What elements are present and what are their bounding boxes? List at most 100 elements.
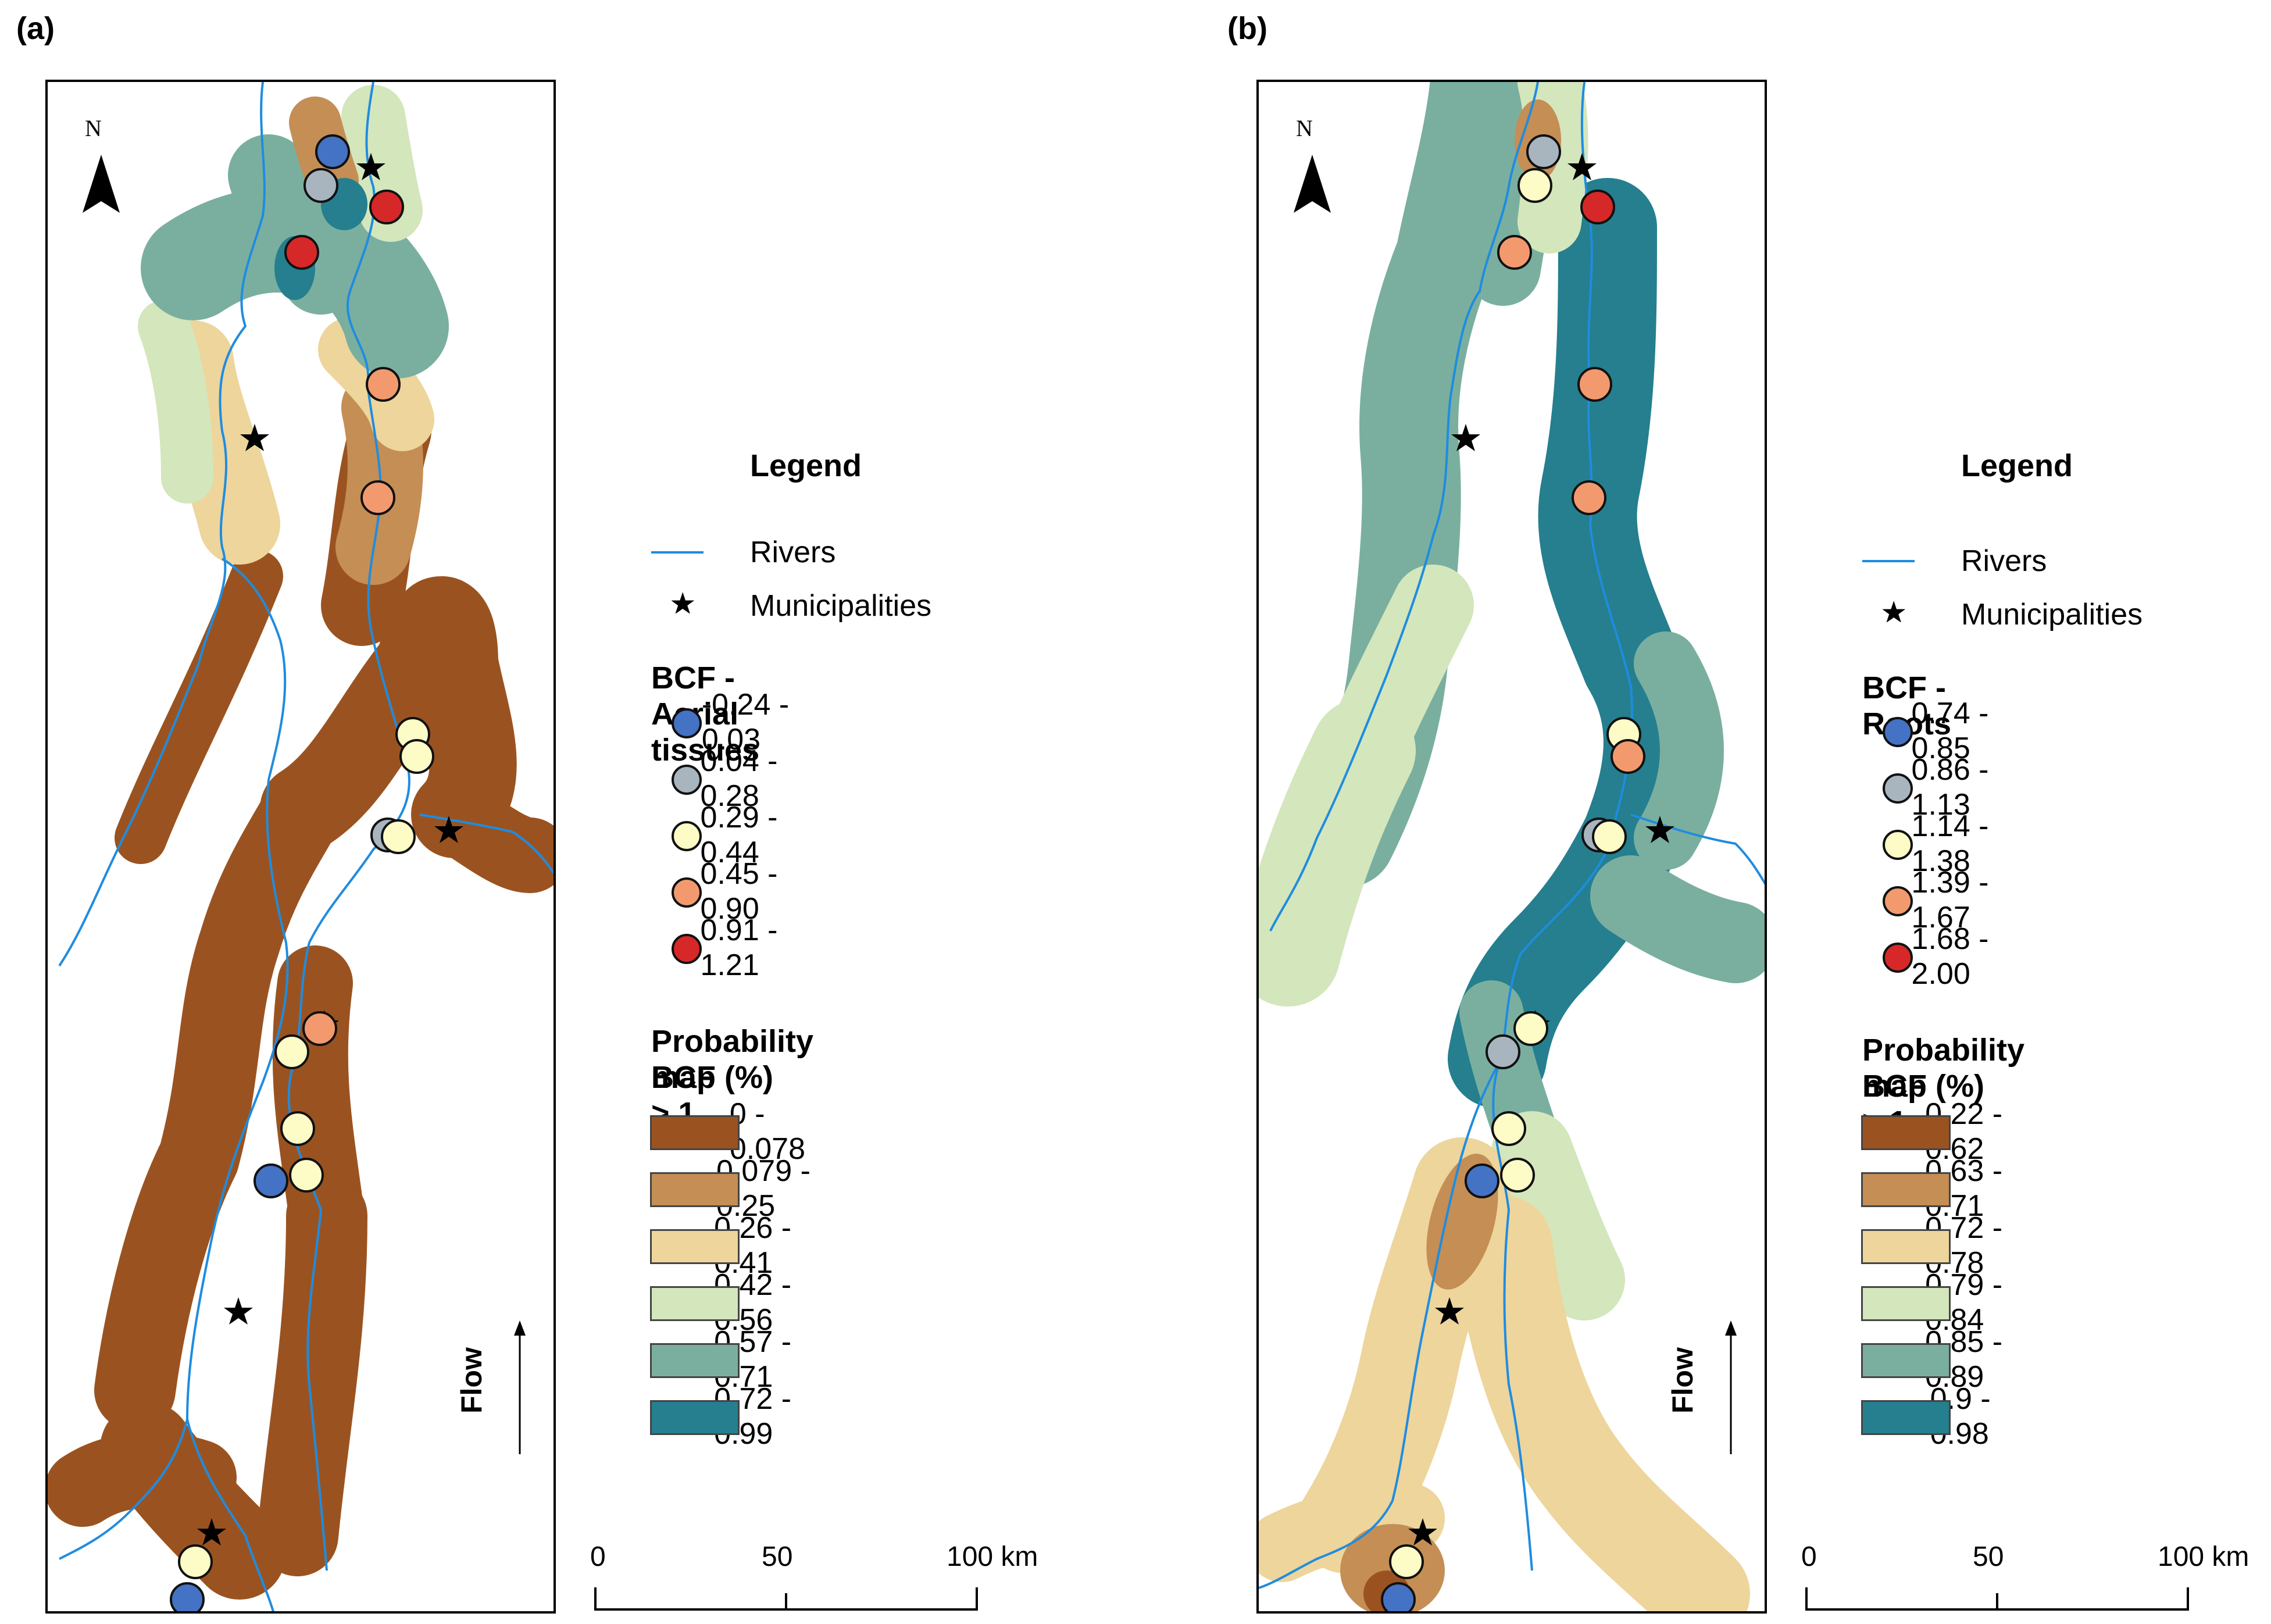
sample-point	[369, 190, 404, 224]
rivers-legend-icon	[1862, 560, 1915, 562]
scale-tick: 50	[762, 1541, 793, 1572]
municipality-star	[224, 1297, 253, 1325]
legend-title: Legend	[750, 448, 862, 483]
map-svg	[1259, 82, 1765, 1611]
buffer-zone-teal	[1590, 855, 1765, 983]
sample-point	[1517, 168, 1552, 203]
buffer-zone-low	[115, 550, 283, 864]
sample-point	[1486, 1034, 1520, 1069]
scale-tick: 0	[1801, 1541, 1817, 1572]
prob-swatch-icon	[650, 1172, 740, 1207]
bcf-class-label: 1.39 - 1.67	[1911, 866, 1989, 934]
sample-point	[284, 235, 319, 270]
prob-class-label: 0 - 0.078	[729, 1097, 806, 1166]
municipality-star	[1567, 153, 1597, 180]
municipality-star	[1408, 1518, 1437, 1546]
prob-class: 0.42 - 0.56	[645, 1268, 809, 1337]
bcf-class-label: 0.86 - 1.13	[1911, 753, 1989, 822]
prob-class: 0.63 - 0.71	[1856, 1154, 2020, 1223]
sample-point	[1465, 1163, 1499, 1198]
scale-bar-icon	[1805, 1587, 2189, 1611]
prob-class: 0.85 - 0.89	[1856, 1325, 2020, 1394]
prob-class: 0.72 - 0.78	[1856, 1211, 2020, 1280]
prob-class: 0 - 0.078	[645, 1097, 826, 1166]
bcf-dot-icon	[672, 934, 702, 964]
map-frame[interactable]: N Flow	[1256, 80, 1767, 1614]
prob-swatch-icon	[650, 1115, 740, 1150]
bcf-dot-icon	[1883, 717, 1913, 747]
bcf-class: 0.04 - 0.28	[645, 744, 791, 813]
prob-swatch-icon	[1861, 1229, 1951, 1264]
north-label: N	[85, 115, 102, 141]
sample-point	[289, 1158, 324, 1193]
rivers-label: Rivers	[750, 536, 836, 569]
buffer-zone-low	[260, 577, 517, 858]
buffer-zone-low	[48, 1432, 237, 1527]
north-arrow	[1294, 155, 1331, 213]
prob-swatch-icon	[1861, 1115, 1951, 1150]
panel-a: (a)	[16, 11, 1038, 1614]
buffer-zone-dark	[1448, 178, 1702, 1108]
municipality-legend-icon	[1883, 601, 1906, 622]
bcf-class: 0.86 - 1.13	[1856, 753, 2002, 822]
prob-class: 0.9 - 0.98	[1856, 1382, 2020, 1451]
buffer-zone-pale	[1491, 1111, 1625, 1320]
prob-swatch-icon	[1861, 1400, 1951, 1435]
municipalities-label: Municipalities	[1961, 598, 2143, 631]
buffer-zone-low	[257, 1175, 367, 1576]
sample-point	[1491, 1111, 1526, 1146]
river	[1259, 1046, 1510, 1589]
sample-point	[1513, 1011, 1548, 1046]
municipality-star	[240, 424, 269, 451]
prob-swatch-icon	[1861, 1343, 1951, 1378]
prob-class: 0.26 - 0.41	[645, 1211, 809, 1280]
sample-point	[1497, 235, 1532, 270]
rivers-legend-icon	[651, 551, 704, 554]
sample-point	[1592, 819, 1627, 854]
bcf-dot-icon	[1883, 773, 1913, 804]
bcf-class: 0.45 - 0.90	[645, 857, 791, 926]
municipality-star	[197, 1518, 226, 1546]
bcf-dot-icon	[1883, 886, 1913, 916]
panel-label: (b)	[1227, 11, 1267, 46]
bcf-class-label: 0.74 - 0.85	[1911, 697, 1989, 765]
buffer-zone-low	[94, 768, 344, 1431]
river	[59, 558, 289, 1560]
river	[58, 82, 266, 967]
buffer-zone-pale	[1323, 565, 1474, 791]
buffer-zone-pale	[138, 300, 213, 504]
sample-point	[274, 1034, 309, 1069]
prob-title: Probability map (%)	[1862, 1033, 2025, 1104]
sample-point	[1580, 190, 1615, 224]
sample-point	[253, 1163, 288, 1198]
prob-class: 0.57 - 0.71	[645, 1325, 809, 1394]
bcf-class: -0.24 - 0.03	[645, 688, 802, 756]
bcf-dot-icon	[1883, 943, 1913, 973]
buffer-zone-teal	[1634, 631, 1724, 870]
bcf-class: 1.14 - 1.38	[1856, 809, 2002, 878]
sample-point	[1389, 1544, 1424, 1579]
north-arrow-icon	[1294, 155, 1312, 213]
sample-point	[170, 1582, 205, 1611]
prob-class-label: 0.26 - 0.41	[714, 1211, 792, 1280]
prob-swatch-icon	[650, 1286, 740, 1321]
panel-b: (b)	[1211, 0, 2271, 1624]
bcf-class-label: 0.91 - 1.21	[700, 913, 778, 982]
bcf-class: 1.39 - 1.67	[1856, 866, 2002, 934]
bcf-class: 0.29 - 0.44	[645, 801, 791, 869]
prob-class: 0.22 - 0.62	[1856, 1097, 2020, 1166]
municipality-star	[434, 816, 463, 843]
river	[1269, 82, 1539, 931]
prob-swatch-icon	[1861, 1286, 1951, 1321]
bcf-class: 1.68 - 2.00	[1856, 922, 2002, 991]
sample-point	[360, 480, 395, 515]
sample-point	[1500, 1158, 1535, 1193]
map-frame[interactable]: N Flow	[45, 80, 556, 1614]
north-arrow	[83, 155, 120, 213]
scale-tick: 0	[590, 1541, 606, 1572]
prob-title: Probability map (%)	[651, 1024, 814, 1095]
municipality-star	[1435, 1297, 1464, 1325]
bcf-dot-icon	[672, 821, 702, 851]
scale-tick: 50	[1973, 1541, 2004, 1572]
sample-point	[1526, 134, 1561, 169]
